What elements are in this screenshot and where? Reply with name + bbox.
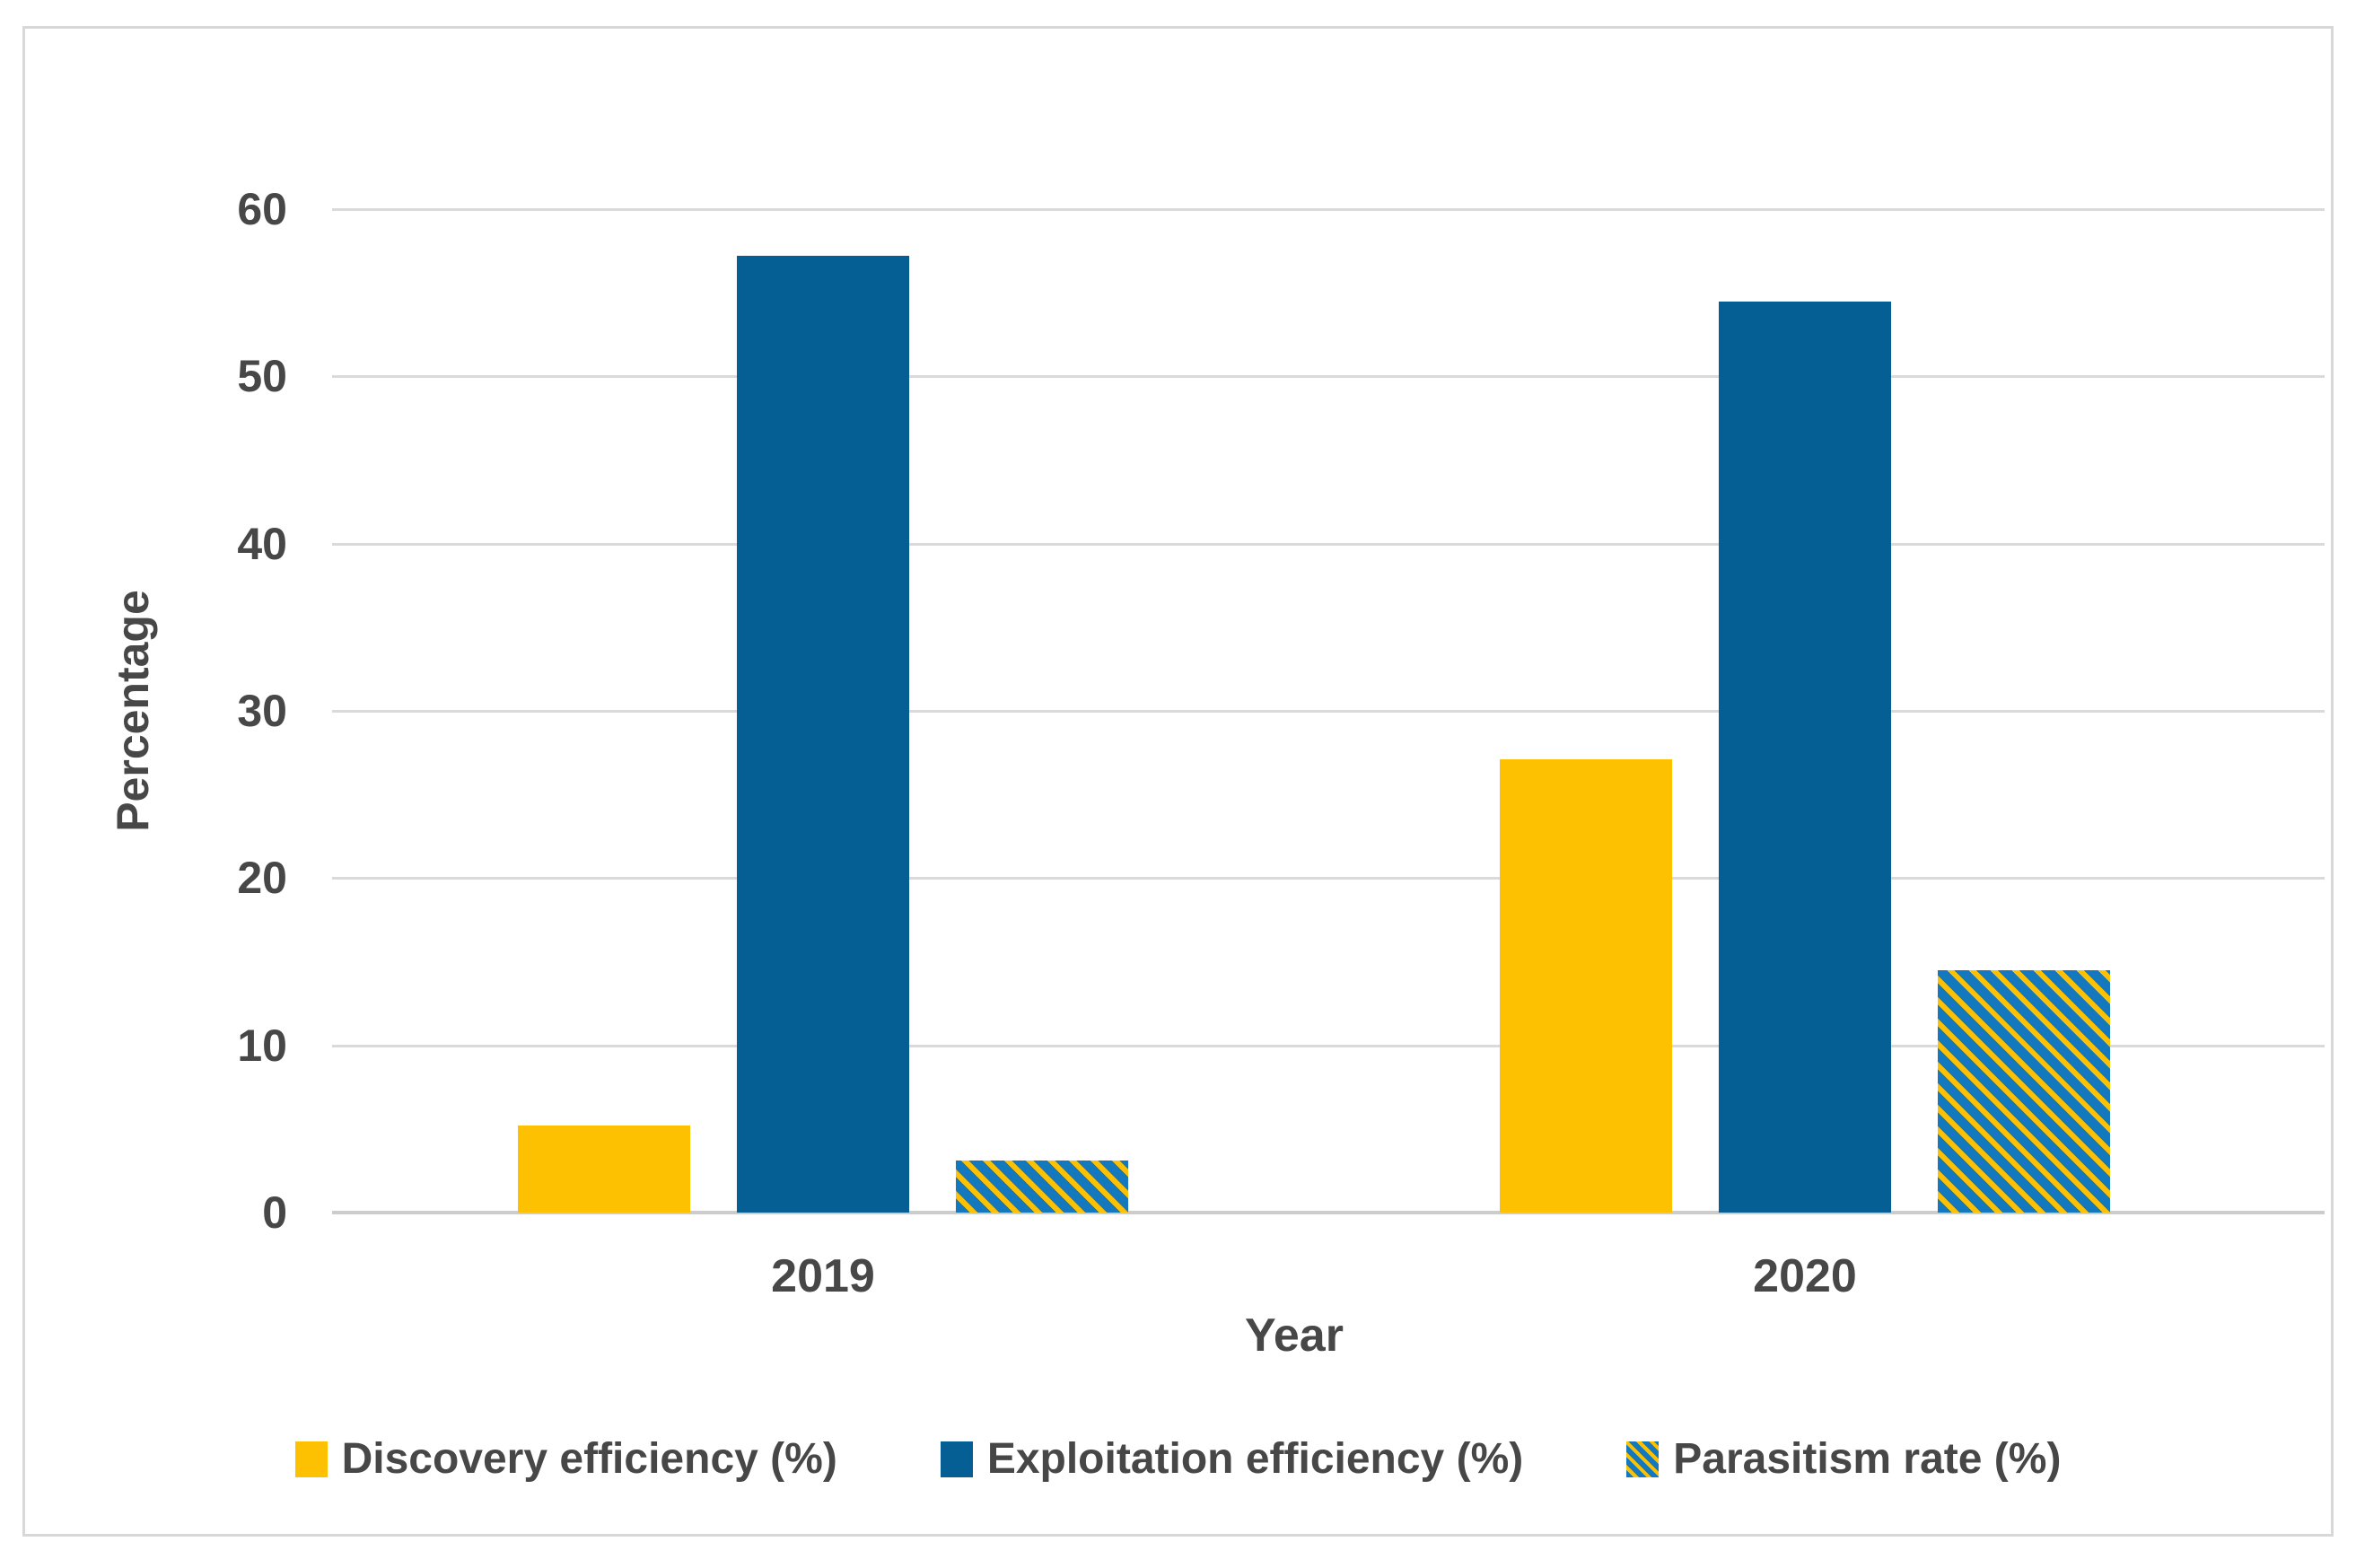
- y-tick-label-40: 40: [237, 519, 287, 569]
- legend: Discovery efficiency (%) Exploitation eff…: [0, 1434, 2356, 1485]
- legend-swatch-1: [294, 1441, 328, 1477]
- chart-border: [22, 26, 2334, 1537]
- y-tick-label-30: 30: [237, 686, 287, 736]
- gridline-y50: [332, 375, 2325, 378]
- y-tick-label-60: 60: [237, 184, 287, 234]
- legend-item-2: Exploitation efficiency (%): [940, 1434, 1524, 1485]
- x-axis-line: [332, 1211, 2325, 1214]
- gridline-y20: [332, 877, 2325, 880]
- bar-2020-series3: [1938, 970, 2110, 1213]
- y-tick-label-10: 10: [237, 1021, 287, 1071]
- bar-2019-series1: [518, 1126, 690, 1213]
- y-tick-label-20: 20: [237, 853, 287, 903]
- legend-label-1: Discovery efficiency (%): [341, 1435, 837, 1483]
- y-tick-label-50: 50: [237, 351, 287, 401]
- legend-item-1: Discovery efficiency (%): [294, 1434, 837, 1485]
- legend-item-3: Parasitism rate (%): [1626, 1434, 2061, 1485]
- gridline-y60: [332, 208, 2325, 211]
- gridline-y40: [332, 543, 2325, 546]
- y-tick-label-0: 0: [262, 1187, 287, 1238]
- x-tick-label-2020: 2020: [1753, 1250, 1857, 1302]
- bar-2020-series1: [1500, 759, 1672, 1213]
- gridline-y10: [332, 1045, 2325, 1047]
- bar-2020-series2: [1719, 302, 1891, 1213]
- legend-swatch-3: [1626, 1441, 1660, 1477]
- legend-label-3: Parasitism rate (%): [1673, 1435, 2062, 1483]
- legend-label-2: Exploitation efficiency (%): [986, 1435, 1524, 1483]
- x-tick-label-2019: 2019: [771, 1250, 875, 1302]
- bar-2019-series2: [737, 256, 909, 1213]
- gridline-y30: [332, 710, 2325, 713]
- legend-swatch-2: [940, 1441, 973, 1477]
- bar-2019-series3: [956, 1161, 1128, 1213]
- x-axis-title: Year: [1245, 1310, 1344, 1362]
